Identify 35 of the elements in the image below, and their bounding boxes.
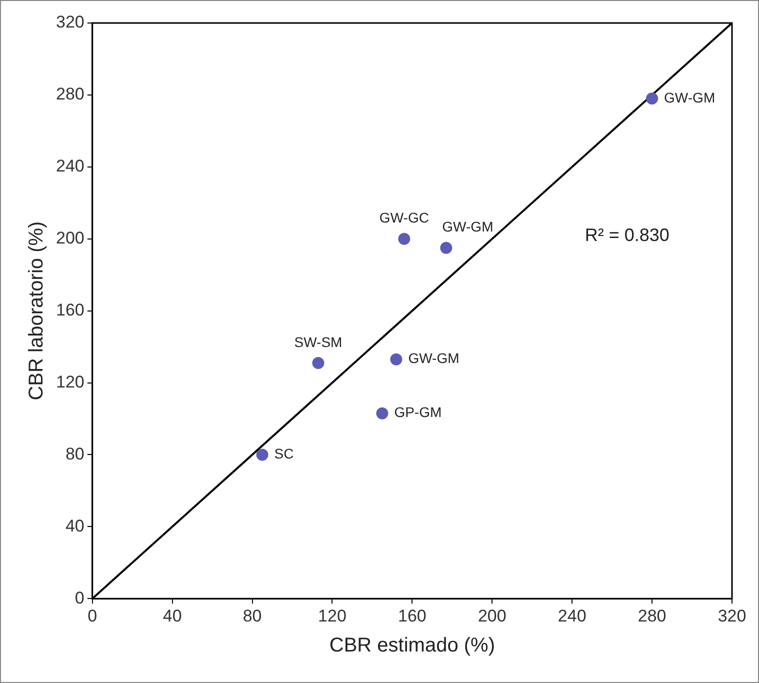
point bbox=[312, 356, 324, 369]
annotation: R² = 0.830 bbox=[584, 224, 670, 245]
point bbox=[390, 353, 402, 366]
x-tick-label: 240 bbox=[558, 606, 586, 626]
point bbox=[646, 92, 658, 105]
x-tick-label: 280 bbox=[638, 606, 666, 626]
annotation: SC bbox=[274, 446, 294, 462]
y-tick-label: 320 bbox=[56, 12, 84, 32]
y-tick-label: 160 bbox=[56, 300, 84, 320]
x-tick-label: 200 bbox=[478, 606, 506, 626]
y-tick-label: 40 bbox=[65, 516, 84, 536]
x-tick-label: 80 bbox=[242, 606, 262, 626]
x-tick-label: 160 bbox=[398, 606, 426, 626]
point bbox=[440, 242, 452, 254]
x-axis-title: CBR estimado (%) bbox=[329, 634, 495, 657]
y-tick-label: 0 bbox=[74, 588, 84, 608]
y-tick-label: 80 bbox=[65, 444, 84, 464]
x-tick-label: 120 bbox=[318, 606, 346, 626]
x-tick-label: 40 bbox=[162, 606, 182, 626]
annotation: GW-GM bbox=[408, 350, 460, 366]
annotation: SW-SM bbox=[294, 334, 342, 350]
annotation: GW-GM bbox=[442, 218, 494, 235]
y-tick-label: 200 bbox=[56, 228, 84, 248]
point bbox=[376, 407, 388, 420]
annotation: GW-GM bbox=[664, 89, 716, 106]
y-tick-label: 120 bbox=[56, 372, 84, 392]
y-axis-title: CBR laboratorio (%) bbox=[26, 221, 48, 400]
x-tick-label: 0 bbox=[88, 606, 98, 626]
annotation: GW-GC bbox=[379, 210, 429, 226]
point bbox=[398, 232, 410, 245]
y-tick-label: 240 bbox=[56, 156, 84, 176]
annotation: GP-GM bbox=[394, 404, 442, 420]
point bbox=[256, 448, 268, 461]
x-tick-label: 320 bbox=[718, 606, 746, 626]
y-tick-label: 280 bbox=[56, 84, 84, 104]
